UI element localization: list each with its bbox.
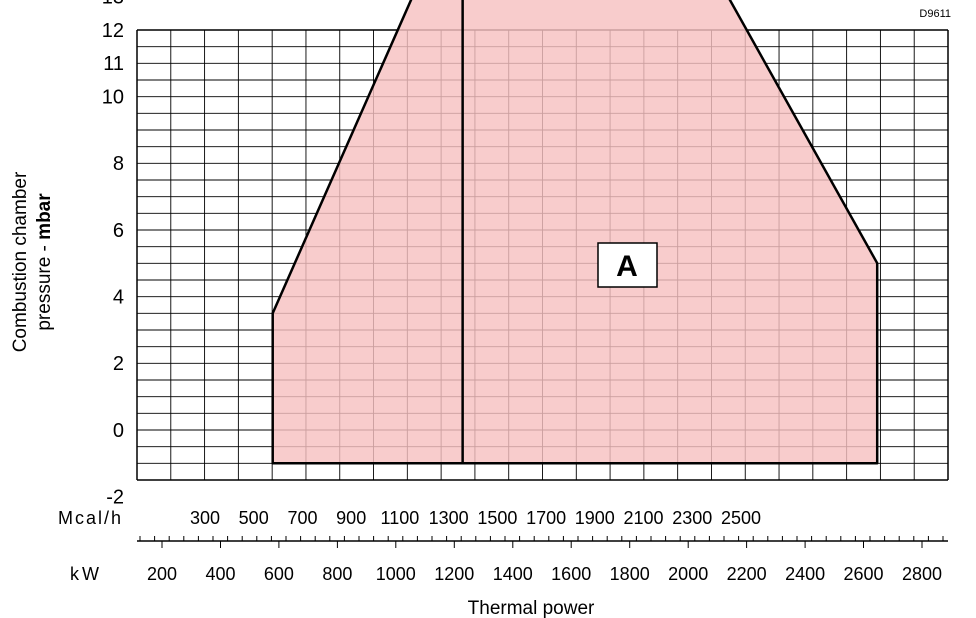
y-tick-label: 0: [113, 420, 124, 442]
y-axis-label-line1: Combustion chamber: [10, 171, 31, 352]
y-tick-labels: -2024681011121314151617: [102, 0, 124, 509]
kw-tick-label: 800: [322, 564, 352, 584]
y-tick-label: 12: [102, 20, 124, 42]
y-tick-label: 6: [113, 220, 124, 242]
mcal-tick-label: 1100: [381, 508, 420, 528]
kw-tick-label: 1400: [493, 564, 533, 584]
mcal-tick-label: 1900: [575, 508, 615, 528]
y-tick-label: 11: [103, 53, 124, 75]
mcal-tick-label: 2100: [623, 508, 663, 528]
kw-tick-label: 1800: [610, 564, 650, 584]
mcal-unit-label: Mcal/h: [58, 508, 123, 528]
mcal-tick-label: 1700: [526, 508, 566, 528]
kw-tick-label: 400: [205, 564, 235, 584]
kw-tick-label: 1000: [376, 564, 416, 584]
y-axis-label-unit: mbar: [34, 193, 55, 240]
working-range-area: [271, 0, 879, 465]
area-a-polygon: [271, 0, 879, 465]
kw-tick-label: 2400: [785, 564, 825, 584]
kw-tick-labels: 200 400 600 800 1000 1200 1400 1600 1800 2000 2200…: [147, 564, 942, 584]
mcal-tick-labels: 300 500 700 900 1100 1300 1500 1700 1900 2100 2300…: [190, 508, 761, 528]
y-axis-label-line2: pressure - mbar: [34, 193, 55, 331]
figure-code: D9611: [919, 8, 951, 20]
y-tick-label: 13: [102, 0, 124, 9]
mcal-tick-label: 2500: [721, 508, 761, 528]
secondary-axis-ticks: [139, 536, 944, 548]
kw-tick-label: 600: [264, 564, 294, 584]
kw-tick-label: 2600: [843, 564, 883, 584]
kw-tick-label: 1600: [551, 564, 591, 584]
kw-tick-label: 200: [147, 564, 177, 584]
mcal-tick-label: 900: [336, 508, 366, 528]
area-a-label-text: A: [616, 250, 638, 283]
kw-unit-label: kW: [70, 564, 102, 584]
mcal-tick-label: 500: [239, 508, 269, 528]
mcal-tick-label: 1300: [429, 508, 469, 528]
x-axis-label: Thermal power: [468, 598, 595, 618]
kw-tick-label: 1200: [434, 564, 474, 584]
y-axis-label-prefix: pressure -: [34, 240, 55, 331]
mcal-tick-label: 700: [287, 508, 317, 528]
mcal-tick-label: 1500: [477, 508, 517, 528]
y-tick-label: 10: [102, 87, 124, 109]
y-tick-label: -2: [106, 487, 124, 509]
kw-tick-label: 2200: [727, 564, 767, 584]
y-tick-label: 2: [113, 353, 124, 375]
area-a-label: A: [597, 242, 658, 288]
kw-tick-label: 2800: [902, 564, 942, 584]
mcal-tick-label: 300: [190, 508, 220, 528]
y-tick-label: 4: [113, 287, 124, 309]
area-a-label-box: [597, 242, 658, 288]
y-tick-label: 8: [113, 153, 124, 175]
mcal-tick-label: 2300: [672, 508, 712, 528]
kw-tick-label: 2000: [668, 564, 708, 584]
